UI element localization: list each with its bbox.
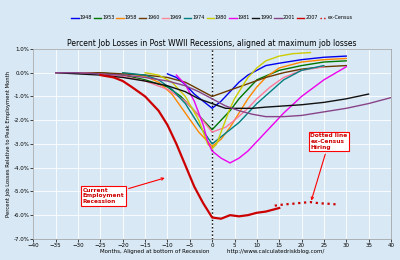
- Legend: 1948, 1953, 1958, 1960, 1969, 1974, 1980, 1981, 1990, 2001, 2007, ex-Census: 1948, 1953, 1958, 1960, 1969, 1974, 1980…: [71, 15, 353, 20]
- Title: Percent Job Losses in Post WWII Recessions, aligned at maximum job losses: Percent Job Losses in Post WWII Recessio…: [68, 39, 357, 48]
- Text: Dotted line
ex-Census
Hiring: Dotted line ex-Census Hiring: [310, 133, 348, 199]
- X-axis label: Months, Aligned at bottom of Recession          http://www.calculatedriskblog.co: Months, Aligned at bottom of Recession h…: [100, 249, 324, 255]
- Text: Current
Employment
Recession: Current Employment Recession: [82, 178, 164, 204]
- Y-axis label: Percent Job Losses Relative to Peak Employment Month: Percent Job Losses Relative to Peak Empl…: [6, 71, 10, 217]
